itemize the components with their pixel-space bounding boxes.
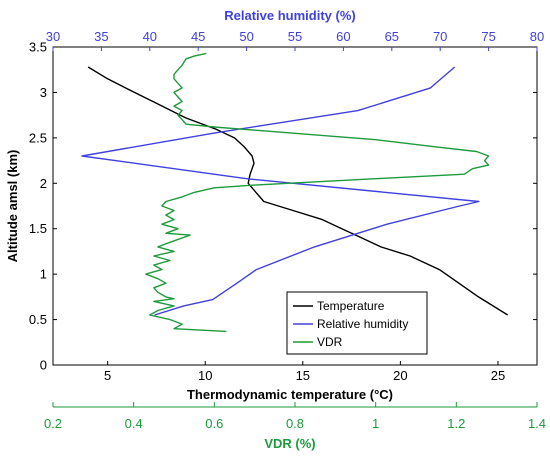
- vdr-x-tick-label: 0.2: [44, 416, 62, 431]
- series-layer: [81, 52, 509, 333]
- y-tick-label: 2: [40, 176, 47, 191]
- top-x-tick-label: 40: [143, 29, 157, 44]
- y-tick-label: 0: [40, 358, 47, 373]
- bottom-x-tick-label: 10: [198, 368, 212, 383]
- y-axis-label: Altitude amsl (km): [5, 150, 20, 263]
- top-x-tick-label: 50: [239, 29, 253, 44]
- y-tick-label: 2.5: [29, 130, 47, 145]
- vdr-x-tick-label: 0.4: [125, 416, 143, 431]
- vdr-x-tick-label: 1.4: [528, 416, 546, 431]
- top-x-tick-label: 55: [288, 29, 302, 44]
- y-tick-label: 3: [40, 85, 47, 100]
- bottom-x-tick-label: 15: [296, 368, 310, 383]
- bottom-x-tick-label: 25: [491, 368, 505, 383]
- bottom-x-axis-ticks: 5 10 15 20 25: [104, 361, 505, 383]
- vdr-x-axis-ticks: 0.2 0.4 0.6 0.8 1 1.2 1.4: [44, 402, 546, 431]
- top-x-tick-label: 80: [530, 29, 544, 44]
- legend-label-vdr: VDR: [317, 335, 343, 349]
- y-axis-ticks: 0 0.5 1 1.5 2 2.5 3 3.5: [29, 40, 537, 373]
- top-x-tick-label: 30: [46, 29, 60, 44]
- bottom-x-tick-label: 5: [104, 368, 111, 383]
- y-tick-label: 1: [40, 267, 47, 282]
- y-tick-label: 3.5: [29, 40, 47, 55]
- y-tick-label: 0.5: [29, 312, 47, 327]
- top-x-tick-label: 65: [385, 29, 399, 44]
- top-x-tick-label: 75: [481, 29, 495, 44]
- vdr-x-tick-label: 0.6: [205, 416, 223, 431]
- bottom-x-axis-label: Thermodynamic temperature (°C): [187, 387, 393, 402]
- series-line-temperature: [87, 66, 509, 316]
- top-x-tick-label: 35: [94, 29, 108, 44]
- legend-label-temperature: Temperature: [317, 299, 385, 313]
- top-x-axis-ticks: 30 35 40 45 50 55 60 65 70 75 80: [46, 29, 544, 51]
- bottom-x-tick-label: 20: [393, 368, 407, 383]
- series-line-vdr: [145, 52, 490, 333]
- top-x-axis-label: Relative humidity (%): [224, 8, 355, 23]
- legend-label-relative-humidity: Relative humidity: [317, 317, 408, 331]
- top-x-tick-label: 45: [191, 29, 205, 44]
- vdr-x-tick-label: 0.8: [286, 416, 304, 431]
- legend-box: [286, 291, 428, 355]
- y-tick-label: 1.5: [29, 221, 47, 236]
- vdr-x-tick-label: 1.2: [447, 416, 465, 431]
- series-line-relative-humidity: [81, 66, 480, 316]
- top-x-tick-label: 60: [336, 29, 350, 44]
- legend: Temperature Relative humidity VDR: [286, 291, 428, 355]
- top-x-tick-label: 70: [433, 29, 447, 44]
- vdr-x-axis-label: VDR (%): [264, 436, 315, 451]
- vdr-x-tick-label: 1: [372, 416, 379, 431]
